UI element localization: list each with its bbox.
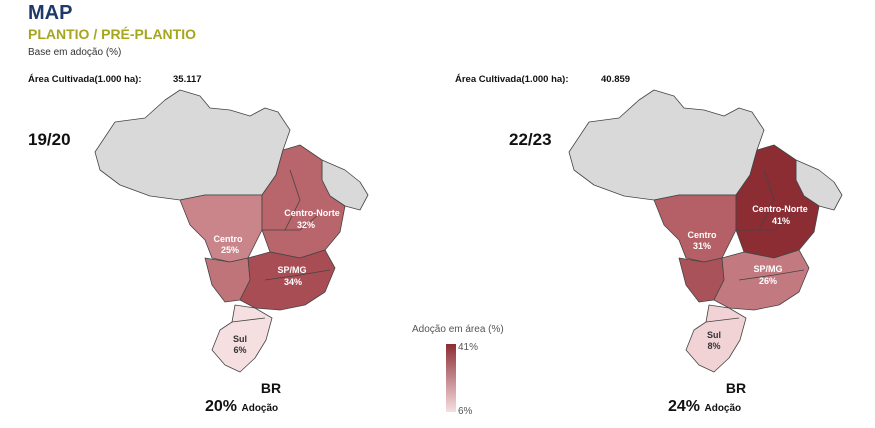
br-label-right: BR [725, 380, 747, 396]
br-label-left: BR [260, 380, 282, 396]
br-summary-left: 20% Adoção [205, 398, 278, 416]
north-region-left [94, 89, 291, 201]
value-sp-mg-left: 34% [284, 277, 302, 287]
period-left: 19/20 [28, 130, 71, 149]
value-sul-left: 6% [233, 345, 246, 355]
value-centro-right: 31% [693, 241, 711, 251]
period-right: 22/23 [509, 130, 552, 149]
value-sul-right: 8% [707, 341, 720, 351]
north-region-right [568, 89, 765, 201]
page-title: MAP [28, 2, 73, 24]
label-centro-left: Centro [214, 234, 244, 244]
legend-title: Adoção em área (%) [412, 324, 504, 335]
label-centro-norte-left: Centro-Norte [284, 208, 340, 218]
region-centro-right [653, 194, 737, 263]
label-centro-norte-right: Centro-Norte [752, 204, 808, 214]
br-word-right: Adoção [704, 403, 742, 414]
label-sul-left: Sul [233, 334, 247, 344]
label-sul-right: Sul [707, 330, 721, 340]
region-sp-mg-left [239, 249, 336, 311]
br-pct-right: 24% [668, 398, 701, 415]
area-label-left: Área Cultivada(1.000 ha): [28, 74, 142, 85]
value-centro-left: 25% [221, 245, 239, 255]
legend-max: 41% [458, 342, 479, 353]
area-value-right: 40.859 [601, 74, 631, 85]
value-sp-mg-right: 26% [759, 276, 777, 286]
legend-gradient-bar [446, 344, 456, 412]
label-sp-mg-right: SP/MG [753, 264, 782, 274]
legend-min: 6% [458, 406, 473, 417]
area-value-left: 35.117 [173, 74, 202, 85]
area-label-right: Área Cultivada(1.000 ha): [455, 74, 569, 85]
region-sul-right [685, 304, 747, 373]
value-centro-norte-right: 41% [772, 216, 790, 226]
region-sp-mg-right [713, 249, 810, 311]
br-word-left: Adoção [241, 403, 279, 414]
value-centro-norte-left: 32% [297, 220, 315, 230]
label-centro-right: Centro [688, 230, 718, 240]
br-summary-right: 24% Adoção [668, 398, 741, 416]
br-pct-left: 20% [205, 398, 238, 415]
page-subtitle: PLANTIO / PRÉ-PLANTIO [28, 26, 196, 42]
label-sp-mg-left: SP/MG [277, 265, 306, 275]
base-note: Base em adoção (%) [28, 47, 122, 58]
region-sul-left [211, 304, 273, 373]
